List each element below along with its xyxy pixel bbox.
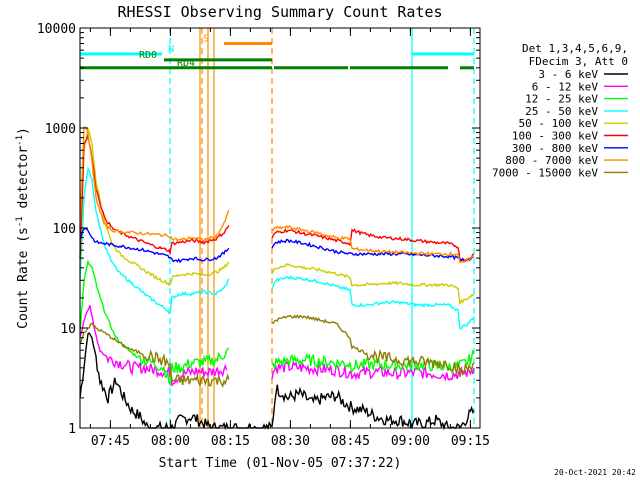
x-tick-label: 07:45 <box>91 434 130 449</box>
y-tick-label: 10 <box>60 322 76 337</box>
y-tick-label: 1000 <box>45 122 76 137</box>
y-tick-label: 10000 <box>37 22 76 37</box>
x-tick-label: 08:30 <box>271 434 310 449</box>
legend-entry: 3 - 6 keV <box>538 68 598 81</box>
series-line-8 <box>79 314 475 389</box>
state-bar-label: RD0 <box>139 50 157 61</box>
x-axis-label: Start Time (01-Nov-05 07:37:22) <box>159 456 402 471</box>
series-line-4 <box>79 126 475 305</box>
legend-entry: 6 - 12 keV <box>532 80 599 93</box>
legend-entry: 12 - 25 keV <box>525 93 598 106</box>
series-line-1 <box>79 305 475 387</box>
series-line-0 <box>79 332 475 431</box>
y-tick-label: 1 <box>68 422 76 437</box>
legend-entry: 300 - 800 keV <box>512 142 598 155</box>
x-tick-label: 08:45 <box>331 434 370 449</box>
x-tick-label: 09:00 <box>391 434 430 449</box>
legend: Det 1,3,4,5,6,9,FDecim 3, Att 03 - 6 keV… <box>492 42 628 179</box>
state-bar-label: N <box>168 44 174 55</box>
y-tick-label: 100 <box>53 222 76 237</box>
legend-entry: 25 - 50 keV <box>525 105 598 118</box>
x-tick-label: 09:15 <box>451 434 490 449</box>
series-line-2 <box>79 259 475 387</box>
state-bar-label: S <box>203 33 209 44</box>
series-line-3 <box>79 166 475 330</box>
x-tick-label: 08:00 <box>151 434 190 449</box>
legend-header: FDecim 3, Att 0 <box>529 55 628 68</box>
legend-header: Det 1,3,4,5,6,9, <box>522 42 628 55</box>
y-axis-label: Count Rate (s-1 detector-1) <box>15 127 31 329</box>
footer-date: 20-Oct-2021 20:42 <box>554 468 636 477</box>
series-line-5 <box>79 134 475 263</box>
x-tick-label: 08:15 <box>211 434 250 449</box>
legend-entry: 100 - 300 keV <box>512 130 598 143</box>
series-line-7 <box>79 126 475 264</box>
chart-title: RHESSI Observing Summary Count Rates <box>117 3 442 21</box>
legend-entry: 800 - 7000 keV <box>505 154 598 167</box>
plot-area: N S RD0 RD4 <box>79 28 475 431</box>
legend-entry: 50 - 100 keV <box>519 117 599 130</box>
state-bar-label: RD4 <box>177 58 195 69</box>
series-line-6 <box>79 227 475 264</box>
legend-entry: 7000 - 15000 keV <box>492 166 598 179</box>
